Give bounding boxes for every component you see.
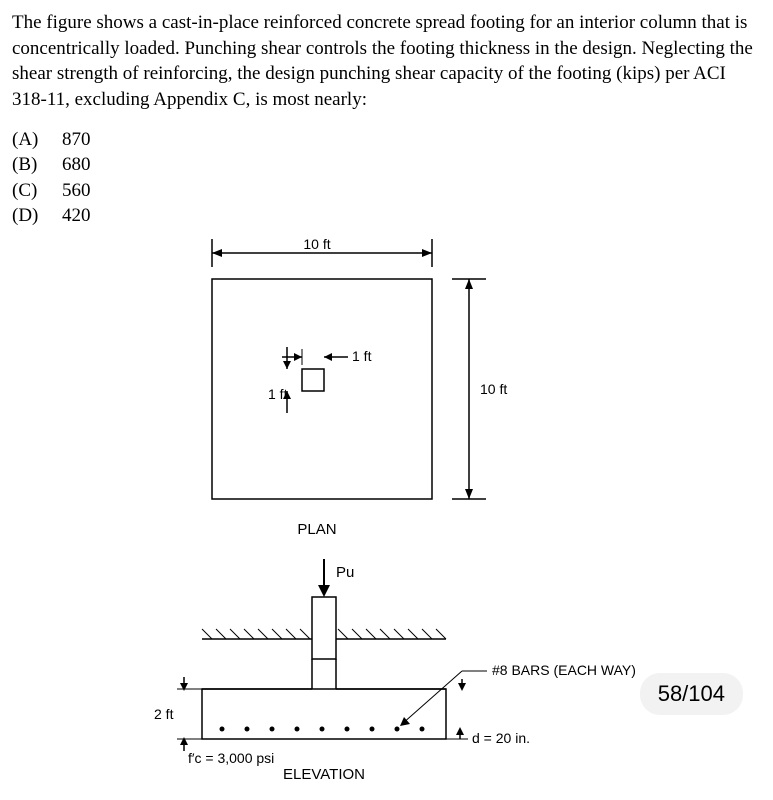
- elev-depth-dim: 2 ft: [154, 677, 202, 751]
- elev-load-label: Pu: [336, 564, 354, 581]
- option-c: (C) 560: [12, 178, 761, 204]
- figure-svg: 10 ft 10 ft 1 ft: [142, 239, 642, 779]
- elev-column: [312, 597, 336, 659]
- elev-top-arrow: [458, 679, 466, 691]
- option-a: (A) 870: [12, 127, 761, 153]
- plan-col-h-label: 1 ft: [268, 386, 288, 402]
- elev-d-label: d = 20 in.: [472, 730, 530, 746]
- plan-right-dim: 10 ft: [452, 279, 507, 499]
- elev-bars-callout: #8 BARS (EACH WAY): [400, 662, 636, 726]
- plan-title: PLAN: [297, 521, 336, 538]
- plan-col-w-label: 1 ft: [352, 348, 372, 364]
- option-b-label: (B): [12, 152, 62, 178]
- elev-title: ELEVATION: [283, 766, 365, 779]
- option-b-value: 680: [62, 152, 91, 178]
- option-b: (B) 680: [12, 152, 761, 178]
- plan-column: [302, 369, 324, 391]
- plan-col-h-dim: 1 ft: [268, 347, 291, 413]
- figure: 10 ft 10 ft 1 ft: [142, 239, 642, 779]
- elev-footing: [202, 689, 446, 739]
- plan-top-dim: 10 ft: [212, 239, 432, 267]
- elev-depth-label: 2 ft: [154, 706, 174, 722]
- plan-w-label: 10 ft: [303, 239, 330, 252]
- plan-h-label: 10 ft: [480, 381, 507, 397]
- option-d-label: (D): [12, 203, 62, 229]
- option-a-label: (A): [12, 127, 62, 153]
- elev-bars-label: #8 BARS (EACH WAY): [492, 662, 636, 678]
- option-d-value: 420: [62, 203, 91, 229]
- option-c-value: 560: [62, 178, 91, 204]
- elev-d-dim: d = 20 in.: [446, 727, 530, 746]
- elev-rebar: [220, 727, 425, 732]
- plan-footing: [212, 279, 432, 499]
- option-d: (D) 420: [12, 203, 761, 229]
- option-c-label: (C): [12, 178, 62, 204]
- option-a-value: 870: [62, 127, 91, 153]
- question-text: The figure shows a cast-in-place reinfor…: [12, 10, 761, 113]
- elev-ground: [202, 629, 446, 639]
- page-indicator: 58/104: [640, 673, 743, 715]
- elev-load: Pu: [318, 559, 354, 597]
- plan-col-w-dim: 1 ft: [282, 348, 372, 365]
- elev-fc-label: f′c = 3,000 psi: [188, 750, 274, 766]
- answer-options: (A) 870 (B) 680 (C) 560 (D) 420: [12, 127, 761, 230]
